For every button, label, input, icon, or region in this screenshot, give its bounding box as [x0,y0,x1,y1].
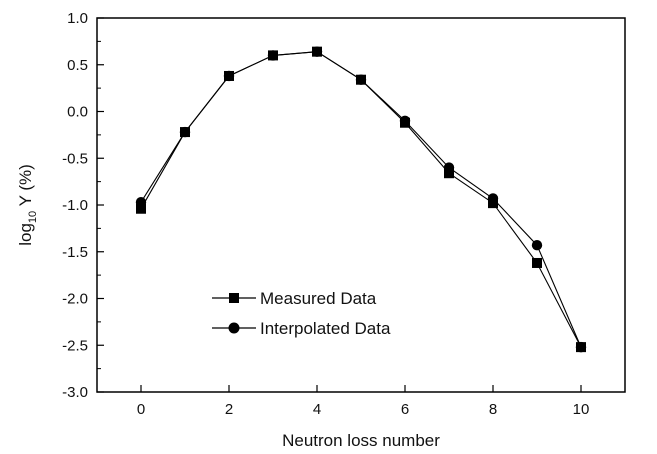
x-axis-title: Neutron loss number [282,431,440,450]
interpolated-data-point [223,70,235,82]
legend-measured-label: Measured Data [260,289,377,308]
interpolated-data-point [399,115,411,127]
interpolated-data-point [487,193,499,204]
interpolated-data-point [355,74,367,85]
y-tick-label: -0.5 [62,150,88,167]
measured-data-point [136,203,146,214]
y-tick-label: 0.0 [67,104,88,121]
x-tick-label: 2 [225,401,233,418]
y-axis-title-subscript: 10 [27,211,39,223]
ticks-layer: 0 2 4 6 8 10 -3.0 -2.5 -2.0 -1.5 -1.0 -0.5 0.0 0.5 1.0 [62,10,589,418]
interpolated-data-point [443,162,455,173]
y-tick-label: -2.5 [62,337,88,354]
interpolated-data-point [179,126,191,138]
y-axis-title: log10 Y (%) [16,164,39,246]
legend-interpolated-marker [228,322,240,334]
legend: Measured Data Interpolated Data [212,289,391,338]
series-layer [135,46,587,353]
interpolated-data-point [575,341,587,353]
x-tick-label: 8 [489,401,497,418]
interpolated-data-point [531,240,543,251]
y-tick-label: -2.0 [62,291,88,308]
interpolated-data-point [135,196,147,208]
y-tick-label: -3.0 [62,384,88,401]
y-axis-title-main: log [16,223,35,246]
x-tick-label: 10 [573,401,590,418]
legend-measured-marker [229,293,239,303]
x-tick-label: 0 [137,401,145,418]
y-tick-label: 0.5 [67,57,88,74]
y-tick-label: -1.5 [62,244,88,261]
x-tick-label: 4 [313,401,321,418]
interpolated-data-point [311,46,323,57]
y-tick-label: -1.0 [62,197,88,214]
y-tick-label: 1.0 [67,10,88,27]
legend-interpolated-label: Interpolated Data [260,319,391,338]
x-tick-label: 6 [401,401,409,418]
measured-data-point [532,257,542,268]
interpolated-data-point [267,50,279,61]
measured-data-point [444,168,454,179]
y-axis-title-rest: Y (%) [16,164,35,211]
